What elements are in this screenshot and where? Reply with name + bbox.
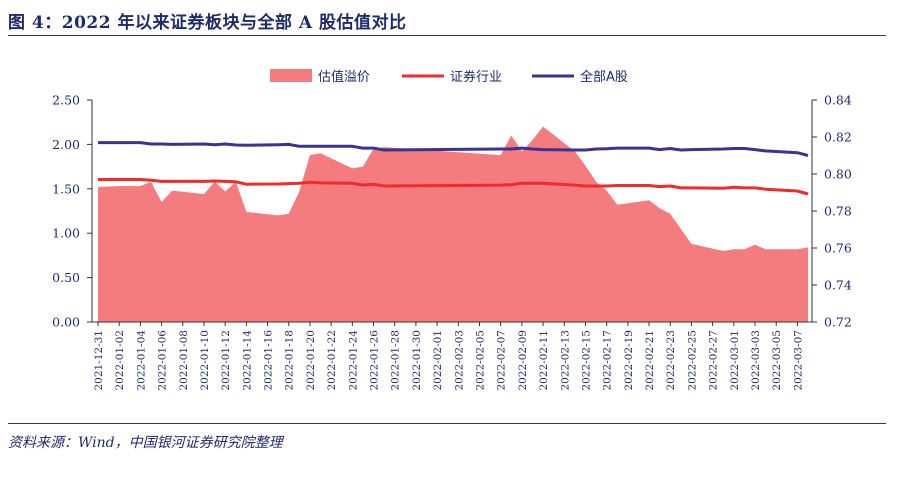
x-tick-label: 2022-02-09	[517, 330, 529, 391]
x-tick-label: 2022-02-21	[644, 330, 656, 391]
x-tick-label: 2022-01-16	[263, 330, 275, 391]
right-tick-label: 0.72	[824, 315, 852, 330]
legend-item-all-a-label: 全部A股	[580, 69, 628, 85]
source-rule	[8, 423, 886, 424]
x-tick-label: 2022-02-11	[538, 330, 550, 391]
right-tick-label: 0.82	[824, 130, 852, 145]
x-tick-label: 2022-02-17	[602, 330, 614, 391]
right-tick-label: 0.78	[824, 204, 852, 219]
x-tick-label: 2022-01-24	[347, 330, 359, 391]
x-tick-label: 2022-01-12	[220, 330, 232, 391]
x-tick-label: 2022-01-18	[284, 330, 296, 391]
left-tick-label: 0.00	[52, 315, 80, 330]
x-tick-label: 2022-01-30	[411, 330, 423, 391]
x-tick-label: 2022-02-19	[623, 330, 635, 391]
x-tick-label: 2022-01-08	[178, 330, 190, 391]
x-tick-label: 2022-02-15	[580, 330, 592, 391]
legend-item-premium-label: 估值溢价	[318, 69, 370, 85]
x-tick-label: 2022-01-22	[326, 330, 338, 391]
x-tick-label: 2022-01-28	[390, 330, 402, 391]
right-tick-label: 0.74	[824, 278, 852, 293]
x-tick-label: 2022-02-05	[474, 330, 486, 391]
x-tick-label: 2022-02-07	[496, 330, 508, 391]
x-tick-label: 2022-01-20	[305, 330, 317, 391]
figure-title: 图 4：2022 年以来证券板块与全部 A 股估值对比	[8, 13, 407, 33]
x-tick-label: 2022-02-01	[432, 330, 444, 391]
axes-layer: 0.00 0.50 1.00 1.50 2.00 2.50 0.72 0.74 0.76 0.78…	[52, 93, 852, 391]
chart-area: 0.00 0.50 1.00 1.50 2.00 2.50 0.72 0.74 0.76 0.78…	[52, 69, 852, 391]
right-tick-label: 0.80	[824, 167, 852, 182]
right-tick-label: 0.84	[824, 93, 852, 108]
x-tick-label: 2022-01-06	[157, 330, 169, 391]
left-tick-label: 1.50	[52, 181, 80, 196]
x-tick-label: 2022-01-02	[114, 330, 126, 391]
series-line-securities	[98, 178, 809, 196]
legend-item-securities-label: 证券行业	[450, 69, 502, 85]
series-line-all-a	[98, 141, 809, 157]
x-tick-label: 2022-03-01	[729, 330, 741, 391]
title-rule	[8, 35, 886, 36]
left-tick-label: 1.00	[52, 226, 80, 241]
x-tick-label: 2022-01-04	[135, 330, 147, 391]
left-tick-label: 2.50	[52, 93, 80, 108]
left-tick-label: 2.00	[52, 137, 80, 152]
x-tick-label: 2022-02-13	[559, 330, 571, 391]
x-tick-label: 2022-02-23	[665, 330, 677, 391]
x-tick-label: 2022-01-26	[369, 330, 381, 391]
legend: 估值溢价 证券行业 全部A股	[270, 69, 628, 85]
series-area-premium	[98, 126, 808, 322]
right-tick-label: 0.76	[824, 241, 852, 256]
x-tick-label: 2022-02-03	[453, 330, 465, 391]
legend-item-premium-swatch	[270, 69, 312, 82]
x-tick-label: 2022-01-14	[241, 330, 253, 391]
x-tick-label: 2022-03-05	[771, 330, 783, 391]
x-tick-label: 2022-02-25	[686, 330, 698, 391]
x-tick-label: 2022-03-03	[750, 330, 762, 391]
plot-layer	[98, 126, 809, 322]
x-tick-label: 2022-01-10	[199, 330, 211, 391]
x-tick-label: 2021-12-31	[93, 330, 105, 391]
x-tick-label: 2022-03-07	[792, 330, 804, 391]
x-tick-label: 2022-02-27	[708, 330, 720, 391]
left-tick-label: 0.50	[52, 270, 80, 285]
source-note: 资料来源：Wind，中国银河证券研究院整理	[8, 435, 283, 451]
